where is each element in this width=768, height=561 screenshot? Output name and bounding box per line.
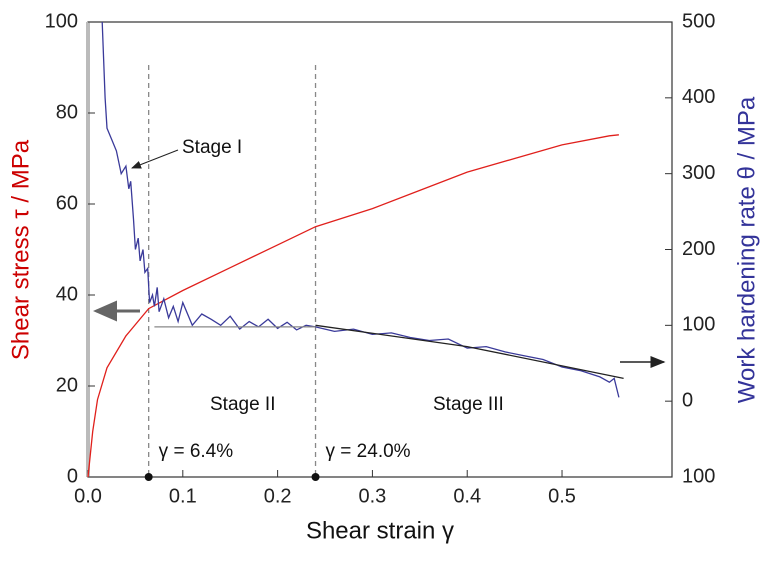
y2-axis-label: Work hardening rate θ / MPa	[733, 96, 760, 403]
y-tick-label: 0	[67, 465, 78, 487]
annotation-arrow	[131, 149, 179, 169]
x-tick-label: 0.3	[359, 485, 387, 507]
x-tick-label: 0.4	[453, 485, 481, 507]
annotation: Stage II	[210, 394, 276, 415]
y2-tick-label: 200	[682, 238, 715, 260]
y-tick-label: 20	[56, 374, 78, 396]
y-axis-label: Shear stress τ / MPa	[7, 139, 34, 360]
y-tick-label: 100	[45, 10, 78, 32]
y2-tick-label: 400	[682, 86, 715, 108]
x-tick-label: 0.5	[548, 485, 576, 507]
data-line	[101, 21, 620, 398]
x-axis-label: Shear strain γ	[306, 517, 454, 544]
marker-label: γ = 24.0%	[326, 441, 411, 462]
y2-tick-label: 100	[682, 465, 715, 487]
y-tick-label: 40	[56, 283, 78, 305]
annotation: Stage I	[182, 137, 242, 158]
y2-tick-label: 500	[682, 10, 715, 32]
annotation: Stage III	[433, 394, 504, 415]
plot-frame	[87, 21, 673, 478]
data-line	[87, 134, 619, 478]
marker-dot	[311, 473, 320, 481]
y2-tick-label: 100	[682, 314, 715, 336]
x-tick-label: 0.0	[74, 485, 102, 507]
y2-tick-label: 0	[682, 389, 693, 411]
marker-label: γ = 6.4%	[159, 441, 234, 462]
marker-dot	[144, 473, 153, 481]
y-tick-label: 80	[56, 101, 78, 123]
y2-tick-label: 300	[682, 162, 715, 184]
y-tick-label: 60	[56, 192, 78, 214]
data-line	[315, 324, 624, 380]
x-tick-label: 0.2	[264, 485, 292, 507]
x-tick-label: 0.1	[169, 485, 197, 507]
